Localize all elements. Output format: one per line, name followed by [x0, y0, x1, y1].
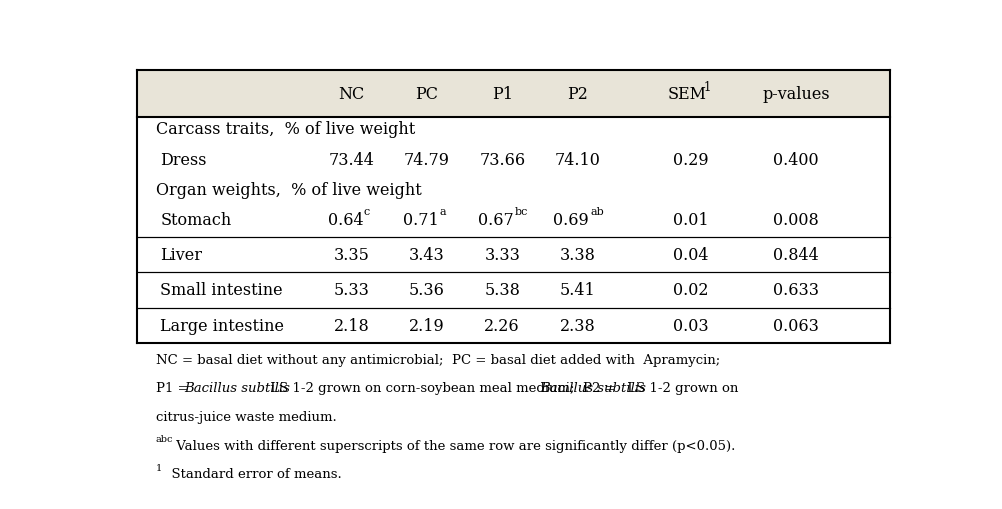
Text: 0.71: 0.71 [403, 211, 439, 229]
Text: 2.38: 2.38 [560, 317, 595, 334]
Text: Small intestine: Small intestine [160, 282, 283, 299]
Text: PC: PC [416, 86, 439, 103]
Text: bc: bc [515, 206, 528, 216]
Text: 3.33: 3.33 [484, 246, 520, 264]
Text: Liver: Liver [160, 246, 202, 264]
Text: 73.44: 73.44 [329, 152, 375, 168]
Text: Organ weights,  % of live weight: Organ weights, % of live weight [155, 182, 422, 199]
Text: 2.18: 2.18 [334, 317, 370, 334]
Text: 74.10: 74.10 [555, 152, 600, 168]
Text: 3.43: 3.43 [409, 246, 445, 264]
Bar [137, 71, 890, 118]
Text: 0.063: 0.063 [774, 317, 819, 334]
Text: 0.02: 0.02 [672, 282, 708, 299]
Text: 5.33: 5.33 [334, 282, 370, 299]
Text: 0.67: 0.67 [478, 211, 514, 229]
Text: 0.64: 0.64 [328, 211, 363, 229]
Text: 73.66: 73.66 [479, 152, 525, 168]
Text: P1 =: P1 = [155, 382, 192, 394]
Text: Values with different superscripts of the same row are significantly differ (p<0: Values with different superscripts of th… [171, 439, 735, 452]
Text: 2.19: 2.19 [409, 317, 445, 334]
Text: Large intestine: Large intestine [160, 317, 285, 334]
Text: Bacillus subtilis: Bacillus subtilis [541, 382, 646, 394]
Text: 0.69: 0.69 [553, 211, 589, 229]
Text: ab: ab [590, 206, 604, 216]
Text: p-values: p-values [763, 86, 830, 103]
Text: LS 1-2 grown on corn-soybean meal medium;  P2 =: LS 1-2 grown on corn-soybean meal medium… [267, 382, 620, 394]
Text: abc: abc [155, 434, 173, 443]
Text: 3.38: 3.38 [559, 246, 595, 264]
Text: 2.26: 2.26 [484, 317, 520, 334]
Text: P2: P2 [567, 86, 588, 103]
Text: citrus-juice waste medium.: citrus-juice waste medium. [155, 410, 337, 423]
Text: 74.79: 74.79 [404, 152, 450, 168]
Text: Bacillus subtilis: Bacillus subtilis [184, 382, 291, 394]
Text: SEM: SEM [667, 86, 706, 103]
Text: 5.41: 5.41 [560, 282, 595, 299]
Text: 3.35: 3.35 [334, 246, 370, 264]
Text: P1: P1 [492, 86, 513, 103]
Text: 0.03: 0.03 [672, 317, 708, 334]
Text: LS 1-2 grown on: LS 1-2 grown on [622, 382, 738, 394]
Text: 0.01: 0.01 [672, 211, 708, 229]
Text: 0.29: 0.29 [672, 152, 708, 168]
Text: Dress: Dress [160, 152, 206, 168]
Text: 1: 1 [155, 463, 162, 472]
Text: 0.008: 0.008 [774, 211, 819, 229]
Text: 0.04: 0.04 [672, 246, 708, 264]
Text: Standard error of means.: Standard error of means. [163, 467, 342, 480]
Text: a: a [439, 206, 446, 216]
Text: c: c [364, 206, 370, 216]
Text: 5.38: 5.38 [484, 282, 520, 299]
Text: NC: NC [339, 86, 365, 103]
Text: 5.36: 5.36 [409, 282, 445, 299]
Text: 0.400: 0.400 [774, 152, 819, 168]
Text: 0.633: 0.633 [773, 282, 819, 299]
Text: 1: 1 [704, 81, 711, 94]
Text: 0.844: 0.844 [774, 246, 819, 264]
Text: Stomach: Stomach [160, 211, 231, 229]
Text: NC = basal diet without any antimicrobial;  PC = basal diet added with  Apramyci: NC = basal diet without any antimicrobia… [155, 353, 720, 366]
Text: Carcass traits,  % of live weight: Carcass traits, % of live weight [155, 121, 415, 138]
